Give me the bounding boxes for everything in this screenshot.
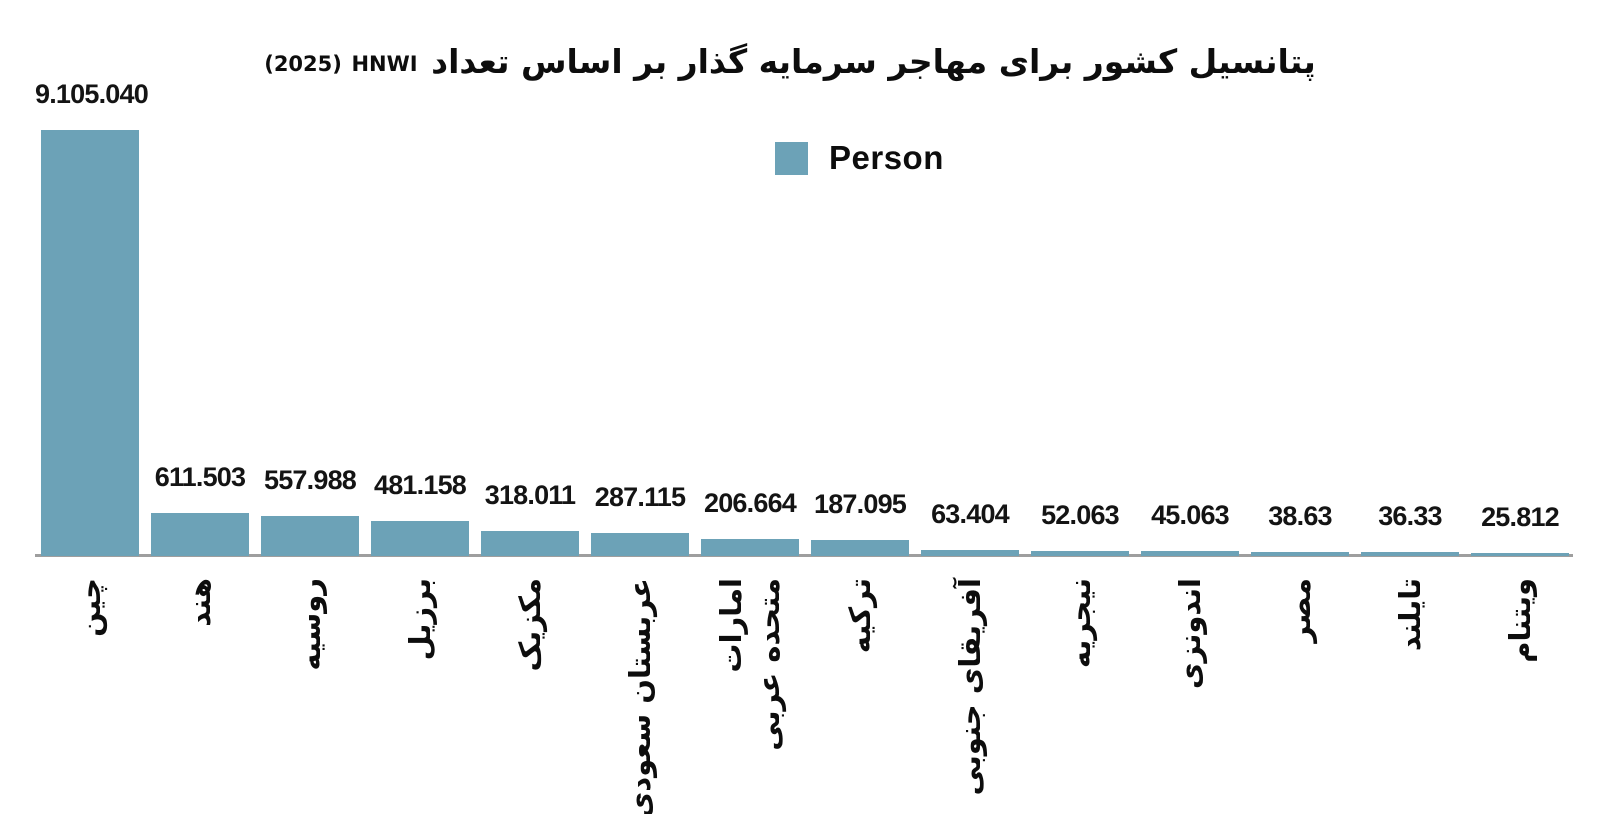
chart-title: پتانسیل کشور برای مهاجر سرمایه گذار بر ا…	[0, 42, 1580, 81]
bar-value-label: 38.63	[1268, 501, 1332, 531]
x-axis-category-text: نیجریه	[1063, 578, 1097, 669]
bar-value-label: 187.095	[814, 489, 907, 519]
bar	[151, 513, 249, 556]
bar-value-label: 611.503	[154, 462, 246, 492]
x-axis-category-text: امارات متحده عربی	[714, 578, 786, 751]
chart-title-year: (2025)	[264, 52, 342, 76]
x-axis-category-text: چین	[73, 578, 107, 637]
bar	[1251, 552, 1349, 556]
x-axis-category-text: تایلند	[1393, 578, 1427, 652]
x-axis-category-text: اندونزی	[1173, 578, 1207, 690]
bar	[1141, 551, 1239, 556]
x-axis-category-text: روسیه	[293, 578, 327, 671]
legend-swatch-icon	[775, 141, 808, 175]
bar	[41, 130, 139, 556]
chart-title-hnwi: HNWI	[351, 52, 418, 76]
legend: Person	[775, 139, 944, 177]
x-axis-category-text: ترکیه	[843, 578, 877, 654]
bar-value-label: 9.105.040	[35, 79, 149, 109]
bar-value-label: 557.988	[264, 465, 357, 495]
bar	[1471, 553, 1569, 556]
bar-value-label: 63.404	[931, 499, 1010, 529]
x-axis-category-text: مصر	[1283, 578, 1317, 643]
chart-title-persian: پتانسیل کشور برای مهاجر سرمایه گذار بر ا…	[431, 42, 1316, 81]
x-axis-category-text: عربستان سعودی	[623, 578, 657, 814]
x-axis-category-text: مکزیک	[513, 578, 547, 672]
x-axis-category-text: ویتنام	[1503, 578, 1537, 663]
bar	[261, 516, 359, 556]
bar	[481, 531, 579, 556]
bar-value-label: 206.664	[704, 488, 797, 518]
bar-value-label: 318.011	[484, 480, 576, 510]
legend-label: Person	[829, 139, 944, 176]
bar	[701, 539, 799, 556]
bar	[811, 540, 909, 556]
bar	[1031, 551, 1129, 556]
bar-value-label: 45.063	[1151, 500, 1230, 530]
x-axis-category-text: هند	[183, 578, 217, 627]
bar-value-label: 287.115	[594, 482, 686, 512]
bar-value-label: 36.33	[1378, 501, 1442, 531]
x-axis-line	[35, 554, 1573, 557]
bar	[591, 533, 689, 556]
x-axis-category-text: آفریقای جنوبی	[953, 578, 987, 796]
bar	[371, 521, 469, 556]
x-axis-category-text: برزیل	[403, 578, 437, 661]
x-axis-category-label: ویتنام	[1501, 578, 1600, 663]
bar-value-label: 52.063	[1041, 500, 1120, 530]
bar-value-label: 481.158	[374, 470, 467, 500]
bar	[921, 550, 1019, 556]
bar	[1361, 552, 1459, 556]
bar-value-label: 25.812	[1481, 502, 1560, 532]
